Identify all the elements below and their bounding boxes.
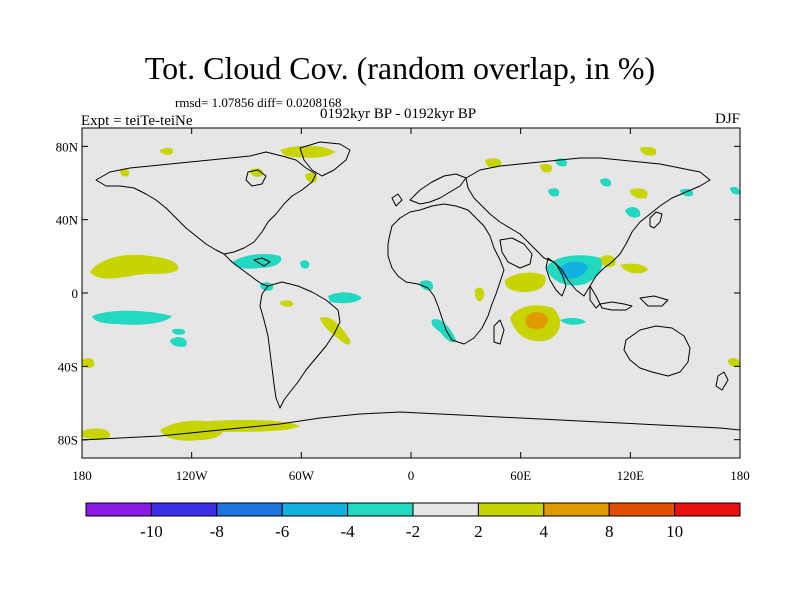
map-title: Tot. Cloud Cov. (random overlap, in %) [144,50,656,86]
longitude-axis: 180 120W 60W 0 60E 120E 180 [72,128,750,483]
colorbar-label: -8 [210,522,224,541]
season-label: DJF [714,111,740,127]
colorbar-label: 8 [605,522,614,541]
lon-tick-label: 120W [176,468,209,483]
lon-tick-label: 180 [730,468,750,483]
lat-tick-label: 80N [56,139,79,154]
lon-tick-label: 0 [408,468,415,483]
lat-tick-label: 0 [72,286,79,301]
map-background [82,128,740,458]
positive-anomaly-regions [82,145,740,441]
colorbar-label: -4 [341,522,356,541]
lat-tick-label: 40N [56,213,79,228]
colorbar-swatch [608,502,676,517]
colorbar-swatch [150,502,218,517]
colorbar-label: 4 [540,522,549,541]
period-label: 0192kyr BP - 0192kyr BP [320,106,477,122]
lon-tick-label: 180 [72,468,92,483]
colorbar-label: -2 [406,522,420,541]
lon-tick-label: 60W [289,468,315,483]
moderate-negative-anomaly-regions [559,261,588,279]
latitude-axis: 80N 40N 0 40S 80S [56,139,740,448]
colorbar-label: 10 [666,522,683,541]
colorbar-label: -6 [275,522,289,541]
colorbar-swatch [347,502,414,517]
coastlines [82,141,740,441]
colorbar-swatch [216,502,283,517]
lon-tick-label: 120E [617,468,645,483]
lat-tick-label: 40S [58,359,78,374]
colorbar-swatch [281,502,349,517]
experiment-label: Expt = teiTe-teiNe [81,113,193,129]
lat-tick-label: 80S [58,433,78,448]
colorbar-swatch [674,502,741,517]
colorbar: -10 -8 -6 -4 -2 2 4 8 10 [85,502,741,541]
colorbar-label: -10 [140,522,163,541]
lon-tick-label: 60E [510,468,531,483]
strong-positive-anomaly-regions [525,312,548,330]
stats-label: rmsd= 1.07856 diff= 0.0208168 [175,95,342,110]
colorbar-swatch [85,502,152,517]
colorbar-swatch [412,502,479,517]
colorbar-swatch [543,502,610,517]
colorbar-swatch [477,502,545,517]
colorbar-label: 2 [474,522,483,541]
